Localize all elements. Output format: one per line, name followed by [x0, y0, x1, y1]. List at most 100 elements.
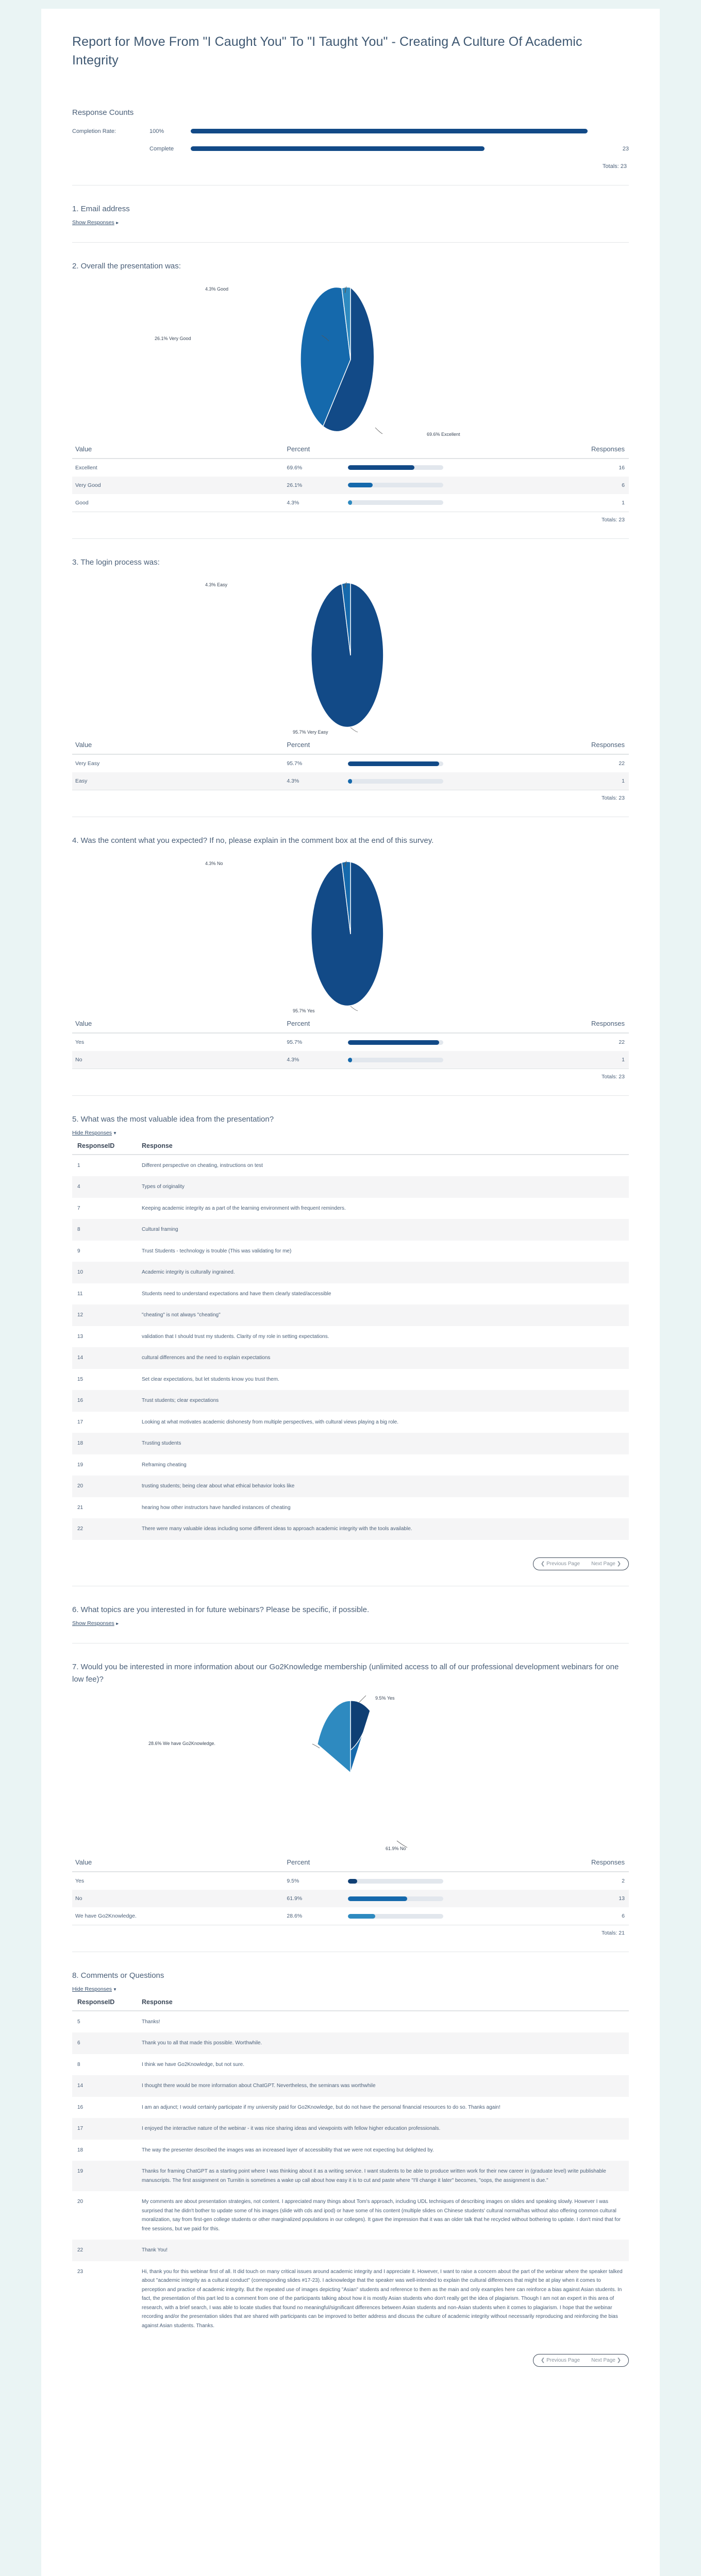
cell-percent: 28.6%	[287, 1913, 303, 1919]
results-body-q7: Yes 9.5% 2 No 61.9% 13 We have Go2Knowledge. 28…	[72, 1872, 629, 1925]
hide-responses-link-q5[interactable]: Hide Responses ▼	[72, 1129, 117, 1136]
caret-down-icon: ▼	[113, 1987, 117, 1992]
cell-response-id: 9	[77, 1248, 80, 1254]
cell-response-text: Cultural framing	[142, 1227, 178, 1233]
chevron-left-icon: ❮	[540, 2358, 545, 2364]
cell-response-id: 7	[77, 1205, 80, 1211]
cell-response-text: My comments are about presentation strat…	[142, 2199, 621, 2232]
table-row: 7 Keeping academic integrity as a part of…	[72, 1198, 629, 1219]
cell-responses: 13	[619, 1895, 625, 1902]
cell-response-text: Trust Students - technology is trouble (…	[142, 1248, 292, 1254]
cell-response-id: 20	[77, 2199, 84, 2205]
table-row: No 4.3% 1	[72, 1051, 629, 1069]
cell-percent: 4.3%	[287, 778, 299, 785]
cell-response-id: 15	[77, 1376, 84, 1382]
previous-page-button-q8[interactable]: ❮ Previous Page	[540, 2358, 580, 2364]
table-row: 21 hearing how other instructors have han…	[72, 1497, 629, 1519]
cell-response-text: Reframing cheating	[142, 1462, 187, 1468]
cell-bar	[345, 477, 528, 494]
cell-response-id: 14	[77, 1355, 84, 1361]
cell-bar	[345, 772, 528, 790]
cell-response-text: Thank you to all that made this possible…	[142, 2040, 262, 2046]
previous-page-button-q5[interactable]: ❮ Previous Page	[540, 1561, 580, 1567]
cell-response-text: validation that I should trust my studen…	[142, 1333, 329, 1340]
cell-response-id: 6	[77, 2040, 80, 2046]
col-header-percent: Percent	[283, 1016, 345, 1033]
table-row: 19 Thanks for framing ChatGPT as a starti…	[72, 2161, 629, 2192]
table-row: 4 Types of originality	[72, 1176, 629, 1198]
cell-response-id: 17	[77, 2126, 84, 2132]
col-header-responses: Responses	[528, 738, 629, 755]
cell-response-text: cultural differences and the need to exp…	[142, 1355, 271, 1361]
col-header-value: Value	[72, 1855, 284, 1872]
pie-label-q2-excellent: 69.6% Excellent	[427, 431, 460, 437]
complete-count: 23	[622, 146, 629, 152]
col-header-response: Response	[137, 1139, 629, 1155]
pie-chart-q4: 4.3% No 95.7% Yes	[72, 857, 629, 1013]
table-row: 22 There were many valuable ideas includi…	[72, 1518, 629, 1540]
cell-bar	[345, 1051, 528, 1069]
cell-value: Very Easy	[75, 760, 100, 767]
table-row: Very Easy 95.7% 22	[72, 754, 629, 772]
cell-response-text: I am an adjunct; I would certainly parti…	[142, 2104, 500, 2110]
cell-bar	[345, 459, 528, 477]
completion-rate-row: Completion Rate: 100%	[72, 128, 629, 134]
table-row: 18 Trusting students	[72, 1433, 629, 1454]
pager-q5: ❮ Previous Page Next Page ❯	[72, 1557, 629, 1570]
table-row: 14 cultural differences and the need to e…	[72, 1347, 629, 1369]
pager-q8: ❮ Previous Page Next Page ❯	[72, 2354, 629, 2367]
table-row: 8 I think we have Go2Knowledge, but not s…	[72, 2054, 629, 2076]
table-row: 6 Thank you to all that made this possibl…	[72, 2032, 629, 2054]
page-title: Report for Move From "I Caught You" To "…	[72, 34, 582, 67]
cell-percent: 26.1%	[287, 482, 303, 488]
table-row: Yes 9.5% 2	[72, 1872, 629, 1890]
cell-response-id: 17	[77, 1419, 84, 1425]
cell-response-id: 19	[77, 2168, 84, 2175]
responses-body-q8: 5 Thanks! 6 Thank you to all that made this…	[72, 2011, 629, 2337]
cell-response-id: 23	[77, 2268, 84, 2275]
cell-response-text: I enjoyed the interactive nature of the …	[142, 2126, 441, 2132]
hide-responses-link-q8[interactable]: Hide Responses ▼	[72, 1986, 117, 1992]
completion-rate-value: 100%	[149, 128, 164, 134]
cell-response-id: 8	[77, 2061, 80, 2067]
next-page-button-q5[interactable]: Next Page ❯	[591, 1561, 621, 1567]
cell-response-text: Keeping academic integrity as a part of …	[142, 1205, 346, 1211]
caret-right-icon: ►	[115, 220, 120, 225]
cell-response-id: 22	[77, 1526, 84, 1532]
cell-response-id: 1	[77, 1162, 80, 1168]
show-responses-link-q1[interactable]: Show Responses ►	[72, 219, 120, 226]
cell-response-id: 19	[77, 1462, 84, 1468]
col-header-value: Value	[72, 1016, 284, 1033]
cell-value: Easy	[75, 778, 88, 785]
cell-percent: 4.3%	[287, 499, 299, 506]
col-header-percent: Percent	[283, 738, 345, 755]
totals-q4: Totals: 23	[72, 1069, 629, 1080]
response-counts-heading: Response Counts	[72, 108, 134, 117]
pie-svg-q2	[300, 286, 383, 434]
cell-response-text: Trust students; clear expectations	[142, 1398, 219, 1404]
question-5: 5. What was the most valuable idea from …	[41, 1096, 660, 1570]
cell-value: Excellent	[75, 464, 97, 471]
question-3-title: 3. The login process was:	[72, 557, 160, 567]
cell-response-text: There were many valuable ideas including…	[142, 1526, 412, 1532]
table-row: 10 Academic integrity is culturally ingra…	[72, 1262, 629, 1283]
divider	[72, 242, 629, 243]
next-page-button-q8[interactable]: Next Page ❯	[591, 2358, 621, 2364]
pie-svg-q7	[312, 1696, 408, 1848]
cell-response-text: I thought there would be more informatio…	[142, 2083, 376, 2089]
cell-bar	[345, 494, 528, 512]
question-3: 3. The login process was: 4.3% Easy 95.7…	[41, 539, 660, 802]
cell-responses: 6	[622, 1913, 625, 1919]
table-row: 18 The way the presenter described the im…	[72, 2140, 629, 2161]
chevron-right-icon: ❯	[616, 2358, 621, 2364]
col-header-percent: Percent	[283, 1855, 345, 1872]
show-responses-link-q6[interactable]: Show Responses ►	[72, 1620, 120, 1626]
cell-percent: 69.6%	[287, 464, 303, 471]
cell-response-text: hearing how other instructors have handl…	[142, 1504, 291, 1511]
cell-response-text: Looking at what motivates academic disho…	[142, 1419, 399, 1425]
col-header-responses: Responses	[528, 1016, 629, 1033]
table-row: 16 Trust students; clear expectations	[72, 1390, 629, 1412]
col-header-responses: Responses	[528, 442, 629, 459]
cell-response-text: Trusting students	[142, 1440, 181, 1447]
question-5-title: 5. What was the most valuable idea from …	[72, 1115, 274, 1124]
